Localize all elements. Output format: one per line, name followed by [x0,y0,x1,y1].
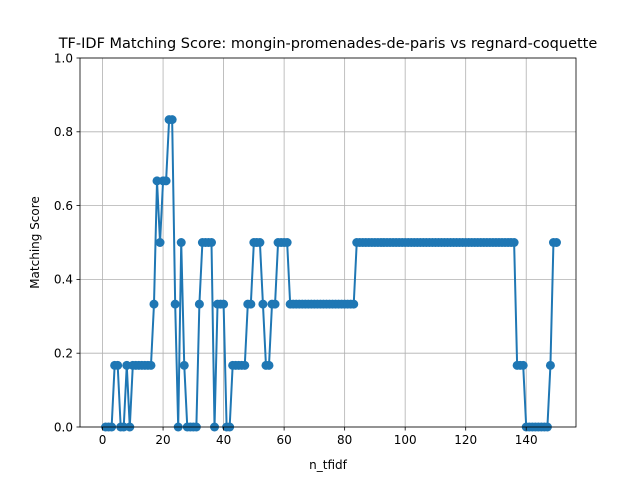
y-tick-label: 1.0 [54,51,73,65]
x-axis: 0 20 40 60 80 100 120 140 [99,427,538,447]
data-point [258,299,268,309]
x-tick-label: 40 [216,433,231,447]
x-tick-label: 120 [454,433,477,447]
data-point [255,238,265,247]
data-point [509,238,519,247]
x-tick-label: 20 [155,433,170,447]
data-point [349,299,359,309]
data-point [551,238,561,247]
x-tick-label: 140 [515,433,538,447]
data-point [206,238,216,247]
data-point [167,115,177,125]
x-tick-label: 60 [276,433,291,447]
data-point [194,299,204,309]
data-point [545,360,555,370]
data-point [282,238,292,247]
plot-frame [79,57,577,428]
data-point [246,299,256,309]
y-axis-label: Matching Score [28,196,42,289]
data-point [270,299,280,309]
data-point [155,238,165,247]
data-point [264,360,274,370]
y-tick-label: 0.4 [54,273,73,287]
y-tick-label: 0.8 [54,125,73,139]
x-tick-label: 80 [337,433,352,447]
data-point [113,360,123,370]
data-point [161,176,171,186]
data-point [240,360,250,370]
data-point [170,299,180,309]
data-point [146,360,156,370]
data-point [518,360,528,370]
y-tick-label: 0.0 [54,420,73,434]
x-tick-label: 100 [394,433,417,447]
data-point [149,299,159,309]
y-axis: 0.0 0.2 0.4 0.6 0.8 1.0 [54,51,80,434]
x-tick-label: 0 [99,433,107,447]
data-point [219,299,229,309]
chart-title: TF-IDF Matching Score: mongin-promenades… [58,36,598,52]
x-axis-label: n_tfidf [309,458,347,472]
data-point [176,238,186,247]
y-tick-label: 0.2 [54,347,73,361]
data-series [101,115,561,432]
y-tick-label: 0.6 [54,199,73,213]
data-point [179,360,189,370]
